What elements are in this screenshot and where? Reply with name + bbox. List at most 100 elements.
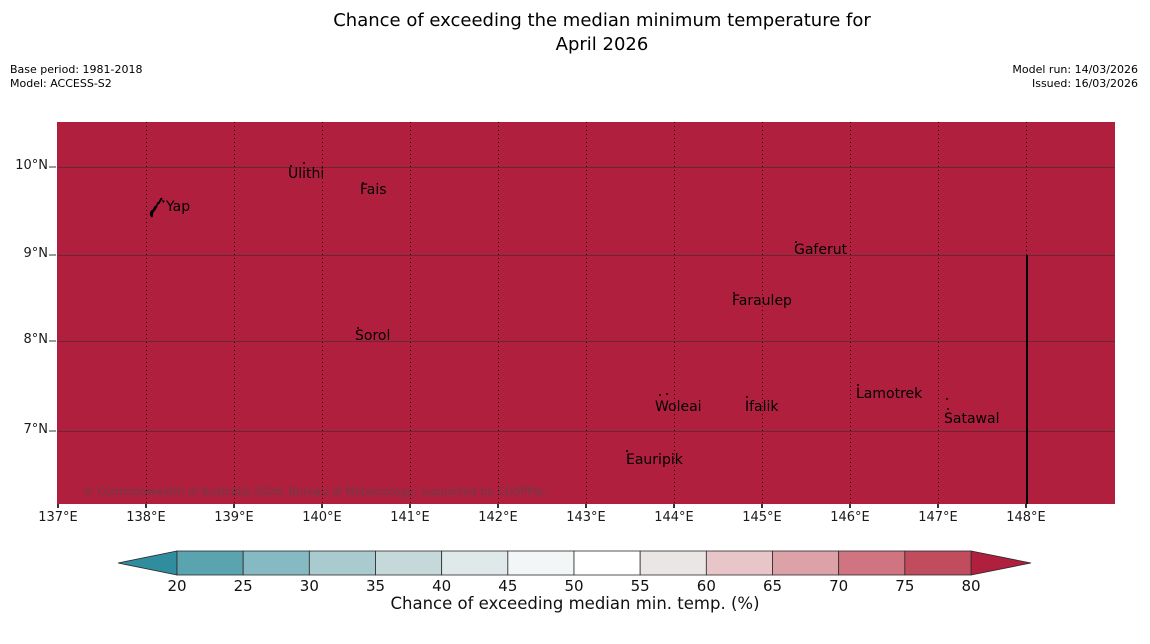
island-label: Lamotrek (856, 386, 923, 402)
copyright-notice: © Commonwealth of Australia 2026, Bureau… (83, 485, 547, 498)
island-dot (626, 450, 628, 452)
island-label: Satawal (944, 411, 1000, 427)
issued-label: Issued: 16/03/2026 (1031, 77, 1138, 90)
lon-tick-label: 143°E (566, 510, 606, 525)
island-label-group: Yap (148, 197, 190, 219)
base-period-label: Base period: 1981-2018 (10, 63, 143, 76)
island-label-group: Fais (360, 182, 387, 198)
chart-title-line1: Chance of exceeding the median minimum t… (333, 10, 871, 31)
lon-gridline (146, 122, 147, 504)
lat-tick-label: 7°N (23, 422, 49, 437)
colorbar-segment (573, 550, 641, 576)
colorbar-segment (838, 550, 906, 576)
lon-tick-label: 140°E (302, 510, 342, 525)
lon-gridline (762, 122, 763, 504)
island-label: Eauripik (626, 452, 683, 468)
island-dot (290, 165, 292, 167)
island-dot (857, 384, 859, 386)
axis-tick (673, 504, 675, 508)
colorbar-tick-label: 40 (432, 577, 452, 595)
island-label: Ulithi (288, 166, 325, 182)
run-info: Model run: 14/03/2026 Issued: 16/03/2026 (1012, 63, 1138, 91)
island-label: Ifalik (745, 399, 779, 415)
axis-tick (321, 504, 323, 508)
map-area: © Commonwealth of Australia 2026, Bureau… (57, 122, 1115, 504)
colorbar-segment (507, 550, 575, 576)
colorbar-segment (242, 550, 310, 576)
colorbar-over-arrow (970, 550, 1032, 576)
lon-gridline (322, 122, 323, 504)
axis-tick (1025, 504, 1027, 508)
colorbar-segment (904, 550, 972, 576)
island-label: Gaferut (794, 242, 848, 258)
model-info: Base period: 1981-2018 Model: ACCESS-S2 (10, 63, 142, 91)
island-label-group: Eauripik (626, 450, 683, 468)
chart-title: Chance of exceeding the median minimum t… (202, 9, 1002, 57)
lon-gridline (850, 122, 851, 504)
lon-tick-label: 138°E (126, 510, 166, 525)
lon-gridline (938, 122, 939, 504)
colorbar-tick-label: 55 (630, 577, 650, 595)
axis-tick (497, 504, 499, 508)
colorbar-segment (639, 550, 707, 576)
axis-tick (233, 504, 235, 508)
colorbar-tick-label: 80 (961, 577, 981, 595)
island-dot (303, 162, 305, 164)
lon-tick-label: 144°E (654, 510, 694, 525)
island-label: Woleai (655, 399, 702, 415)
axis-tick (49, 254, 56, 256)
lon-tick-label: 147°E (918, 510, 958, 525)
lon-tick-label: 142°E (478, 510, 518, 525)
colorbar-tick-label: 35 (365, 577, 386, 595)
axis-tick (57, 504, 59, 508)
island-label: Fais (360, 182, 387, 198)
island-label-group: Ulithi (288, 162, 325, 182)
lon-tick-label: 141°E (390, 510, 430, 525)
colorbar-segment (176, 550, 244, 576)
colorbar-segment (772, 550, 840, 576)
island-dot (357, 327, 359, 329)
axis-tick (49, 166, 56, 168)
lat-tick-label: 8°N (23, 332, 49, 347)
lon-tick-label: 137°E (38, 510, 78, 525)
axis-tick (761, 504, 763, 508)
lon-gridline (410, 122, 411, 504)
island-label: Sorol (355, 328, 391, 344)
colorbar-tick-label: 75 (895, 577, 915, 595)
island-label-group: Satawal (944, 408, 1000, 427)
axis-tick (145, 504, 147, 508)
state-boundary-line (1026, 255, 1028, 504)
island-label-group: Faraulep (732, 292, 792, 309)
island-dot (947, 408, 949, 410)
colorbar-under-arrow (117, 550, 178, 576)
island-dot (746, 396, 748, 398)
axis-tick (49, 340, 56, 342)
colorbar-tick-label: 65 (762, 577, 783, 595)
lon-tick-label: 145°E (742, 510, 782, 525)
island-dot (795, 241, 797, 243)
island-dot (666, 393, 668, 395)
island-dot (733, 292, 735, 294)
colorbar-tick-label: 50 (564, 577, 584, 595)
colorbar-tick-label: 60 (696, 577, 716, 595)
colorbar-segment (441, 550, 509, 576)
colorbar-tick-label: 25 (233, 577, 253, 595)
lat-tick-label: 9°N (23, 246, 49, 261)
lon-gridline (498, 122, 499, 504)
lon-gridline (586, 122, 587, 504)
lon-tick-label: 146°E (830, 510, 870, 525)
lon-gridline (674, 122, 675, 504)
colorbar-tick-label: 20 (167, 577, 187, 595)
island-label-group: Sorol (355, 327, 391, 344)
lon-tick-label: 148°E (1006, 510, 1046, 525)
lon-tick-label: 139°E (214, 510, 254, 525)
island-label: Yap (166, 199, 191, 215)
island-label-group: Ifalik (745, 396, 779, 415)
axis-tick (49, 430, 56, 432)
colorbar-segment (375, 550, 443, 576)
model-label: Model: ACCESS-S2 (10, 77, 112, 90)
yap-island-icon (149, 197, 165, 218)
colorbar (117, 550, 1032, 576)
island-dot (659, 394, 661, 396)
